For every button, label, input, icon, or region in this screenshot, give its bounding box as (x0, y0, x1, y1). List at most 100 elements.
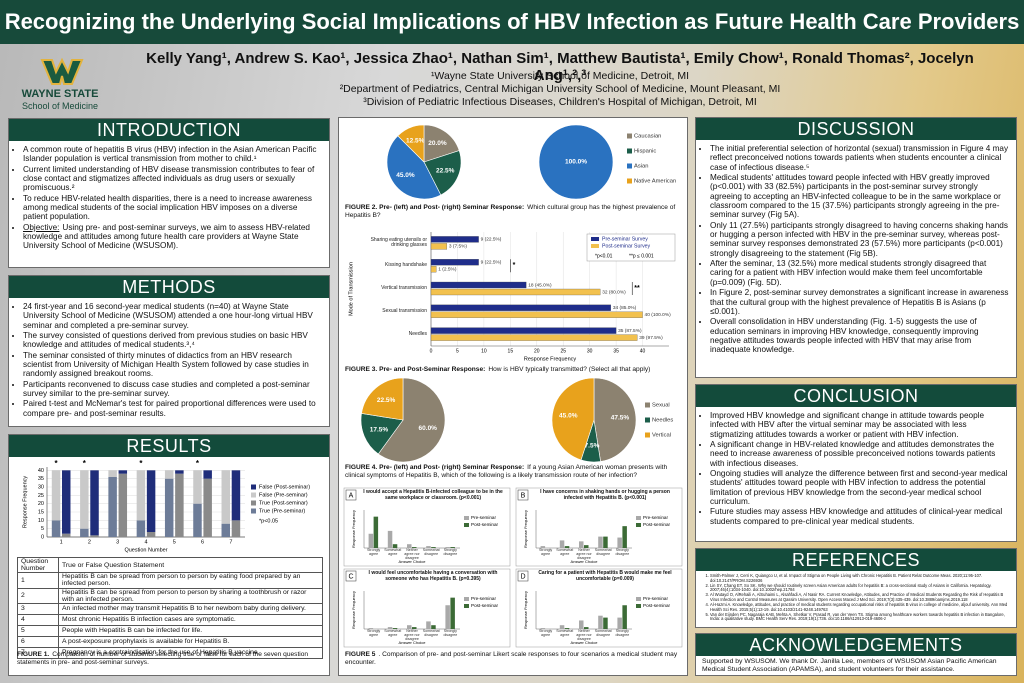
bar-segment (118, 470, 128, 474)
bar-segment (203, 478, 212, 537)
value-label: 35 (87.5%) (618, 328, 642, 334)
bullet: Paired t-test and McNemar's test for pai… (23, 399, 323, 418)
legend-swatch (645, 417, 650, 423)
bullet: After the seminar, 13 (32.5%) more medic… (710, 259, 1010, 287)
value-label: 34 (85.0%) (613, 305, 637, 311)
x-axis-label: Answer Choice (571, 559, 599, 564)
panel-title: I would accept a Hepatitis B-infected co… (363, 489, 503, 501)
legend-swatch (591, 237, 599, 241)
annotation: * (513, 262, 516, 269)
figure-caption: FIGURE 3. Pre- and Post-Seminar Response… (345, 366, 681, 374)
table-cell: A post-exposure prophylaxis is available… (58, 635, 323, 648)
x-tick-label: Strongly disagree (443, 629, 458, 637)
bar (407, 544, 412, 548)
table-cell: Most chronic Hepatitis B infection cases… (58, 613, 323, 626)
pie-label: 47.5% (611, 415, 630, 422)
y-tick-label: Sharing eating utensils or drinking glas… (370, 236, 427, 249)
x-tick-label: 5 (173, 539, 176, 545)
pie-slice (551, 377, 595, 461)
legend-swatch (251, 508, 256, 514)
introduction: INTRODUCTION A common route of hepatitis… (8, 118, 330, 268)
bullet-list: Improved HBV knowledge and significant c… (696, 411, 1010, 526)
legend-swatch (627, 178, 632, 184)
caption-lead: FIGURE 3. Pre- and Post-Seminar Response… (345, 366, 486, 373)
panel-letter-box (345, 570, 357, 582)
bar (387, 530, 393, 548)
bullet: A significant change in HBV-related know… (710, 440, 1010, 468)
note: **p ≤ 0.001 (629, 253, 654, 259)
x-tick-label: 20 (534, 348, 540, 354)
x-tick-label: Neither agree nor disagree (404, 548, 420, 560)
legend-label: Post-seminar (643, 603, 671, 608)
legend-label: Vertical (652, 433, 671, 439)
legend-label: Pre-seminar (643, 515, 668, 520)
panel-letter: A (349, 492, 354, 499)
x-tick-label: 15 (508, 348, 514, 354)
bar (622, 605, 627, 629)
x-tick-label: Somewhat disagree (422, 548, 440, 556)
caption-lead: FIGURE 1. (17, 651, 50, 658)
y-tick-label: 5 (41, 526, 44, 532)
bar-segment (221, 523, 231, 537)
table-row: 5 People with Hepatitis B can be infected… (17, 624, 323, 637)
legend-swatch (464, 597, 469, 601)
bar (430, 327, 617, 334)
table-cell: 4 (17, 613, 59, 626)
x-axis-label: Answer Choice (399, 559, 427, 564)
question-table: Question Number True or False Question S… (17, 556, 323, 659)
panel-title: I have concerns in shaking hands or hugg… (540, 489, 670, 501)
annotation: * (83, 459, 87, 468)
value-label: 18 (45.0%) (528, 282, 552, 288)
x-axis-label: Answer Choice (571, 640, 599, 645)
value-label: 1 (2.5%) (438, 266, 457, 272)
bar (617, 537, 622, 548)
bullet-lead: Objective: (23, 222, 60, 232)
bar (430, 243, 448, 250)
bar (617, 617, 622, 629)
bar (584, 545, 589, 548)
bar (392, 544, 398, 548)
y-tick-label: Needles (408, 330, 427, 337)
legend-swatch (464, 523, 469, 527)
x-tick-label: Neither agree nor disagree (404, 629, 420, 641)
pie-slice (423, 150, 462, 196)
y-tick-label: 10 (38, 518, 44, 524)
pie-slice (361, 377, 404, 421)
reference: Al Wutayd O, AlRehaili A, AlSuhaimi L, A… (710, 592, 1010, 603)
caption-text: Which cultural group has the highest pre… (345, 204, 676, 219)
pie-slice (397, 124, 425, 163)
bar (430, 281, 527, 289)
x-tick-label: Neither agree nor disagree (576, 548, 592, 560)
bullet: Overall consolidation in HBV understandi… (710, 317, 1010, 354)
bar (622, 526, 627, 548)
table-body: 1 Hepatitis B can be spread from person t… (17, 572, 323, 659)
table-cell: Hepatitis B can be spread from person to… (58, 572, 323, 589)
section-heading: CONCLUSION (696, 385, 1016, 407)
x-tick-label: Strongly agree (539, 548, 553, 556)
y-axis-label: Response Frequency (351, 510, 356, 548)
x-tick-label: 4 (144, 539, 147, 545)
bar (430, 266, 437, 273)
legend-swatch (251, 492, 256, 498)
legend-label: Native American (634, 179, 676, 185)
bar-segment (61, 470, 71, 534)
bullet: The survey consisted of questions derive… (23, 331, 323, 350)
value-label: 32 (80.0%) (602, 289, 626, 295)
figures: 20.0% 22.5% 45.0% 12.5% 100.0% Caucasian Hispa… (343, 124, 683, 648)
pie-label: 45.0% (559, 413, 578, 420)
discussion: DISCUSSION The initial preferential sele… (695, 117, 1017, 378)
panel-letter: D (520, 573, 525, 580)
pie-label: 12.5% (406, 138, 425, 145)
legend-swatch (636, 523, 641, 527)
methods: METHODS 24 first-year and 16 second-year… (8, 275, 330, 427)
affiliation: ¹Wayne State University School of Medici… (430, 70, 690, 82)
legend-label: Asian (634, 164, 649, 170)
bar (430, 259, 479, 266)
bar (540, 628, 546, 629)
bar (392, 628, 398, 629)
bar-segment (175, 470, 184, 474)
bar (450, 597, 455, 629)
bar-segment (193, 470, 202, 504)
bar-segment (90, 470, 99, 536)
